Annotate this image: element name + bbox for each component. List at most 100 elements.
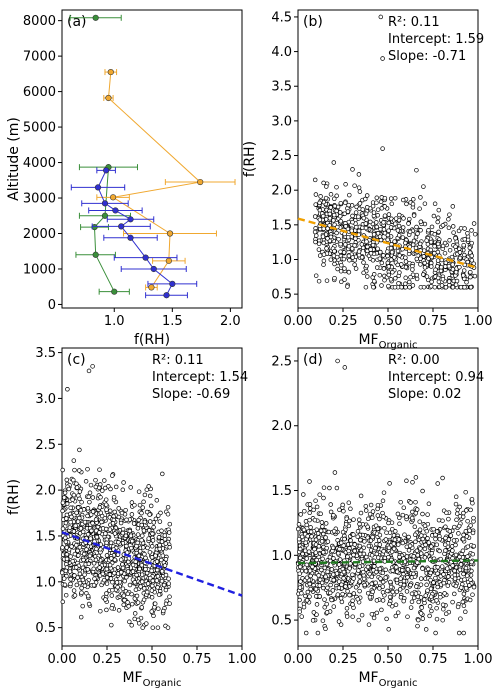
- data-point: [125, 600, 130, 605]
- data-point: [347, 592, 352, 598]
- data-point: [167, 601, 172, 606]
- data-point: [325, 569, 330, 574]
- data-point: [418, 256, 423, 261]
- data-point: [390, 589, 396, 595]
- data-point: [98, 608, 103, 614]
- data-point: [364, 554, 369, 560]
- data-point: [374, 569, 379, 575]
- data-point: [463, 565, 469, 571]
- panel-label: (c): [67, 352, 86, 368]
- data-point: [308, 529, 314, 535]
- data-point: [453, 235, 458, 241]
- data-point: [393, 216, 399, 221]
- data-point: [444, 510, 449, 516]
- data-point: [432, 250, 437, 256]
- data-point: [438, 594, 443, 600]
- data-point: [458, 562, 464, 567]
- data-point: [124, 517, 129, 523]
- data-point: [370, 534, 375, 540]
- x-axis-label-main: MF: [358, 670, 378, 686]
- x-tick-label: 0.75: [419, 652, 448, 667]
- data-point: [409, 599, 415, 605]
- data-point: [460, 536, 466, 542]
- data-point: [339, 582, 344, 587]
- data-point: [64, 512, 70, 518]
- data-point: [365, 564, 371, 570]
- data-point: [111, 494, 117, 500]
- data-point-blue: [127, 216, 134, 223]
- data-point: [321, 180, 326, 186]
- stat-text: Slope: 0.02: [388, 387, 462, 402]
- data-point: [329, 567, 335, 572]
- data-point: [470, 500, 475, 506]
- data-point: [301, 527, 307, 533]
- data-point: [353, 210, 359, 215]
- data-point: [421, 284, 427, 290]
- data-point: [413, 591, 419, 596]
- data-point: [141, 499, 146, 505]
- data-point: [139, 537, 144, 543]
- stat-text: Intercept: 1.59: [388, 32, 484, 47]
- data-point: [372, 564, 377, 569]
- data-point: [370, 515, 375, 520]
- data-point: [71, 492, 77, 498]
- data-point: [446, 263, 452, 269]
- data-point: [112, 557, 118, 563]
- data-point: [149, 609, 154, 614]
- data-point: [431, 526, 436, 532]
- data-point: [79, 585, 84, 591]
- data-point: [425, 512, 430, 517]
- data-point: [154, 567, 160, 573]
- data-point: [370, 242, 376, 248]
- data-point: [103, 526, 109, 532]
- data-point: [434, 542, 440, 547]
- data-point: [362, 539, 367, 544]
- data-point: [167, 521, 173, 527]
- data-point: [377, 586, 382, 591]
- data-point: [413, 499, 418, 505]
- data-point: [451, 538, 457, 543]
- data-point: [316, 535, 322, 540]
- data-point: [461, 273, 466, 278]
- y-tick-label: 7000: [23, 50, 56, 65]
- data-point: [66, 486, 72, 492]
- data-point: [465, 259, 470, 265]
- data-point: [413, 475, 419, 480]
- data-point: [300, 551, 305, 557]
- data-point: [328, 502, 333, 507]
- data-point: [410, 201, 416, 207]
- data-point: [361, 260, 366, 265]
- data-point: [345, 209, 351, 214]
- data-point: [308, 573, 313, 579]
- data-point: [422, 546, 428, 552]
- data-point: [454, 511, 460, 516]
- data-point: [390, 526, 395, 532]
- data-point: [154, 498, 160, 503]
- data-point: [410, 283, 416, 288]
- data-point: [392, 537, 398, 542]
- data-point: [426, 566, 431, 572]
- data-point: [112, 570, 117, 576]
- data-point: [104, 575, 110, 580]
- data-point: [316, 544, 322, 549]
- data-point: [332, 275, 337, 281]
- data-point: [422, 201, 428, 206]
- data-point: [378, 249, 383, 255]
- data-point: [156, 535, 162, 540]
- data-point: [63, 568, 69, 574]
- data-point: [371, 284, 376, 290]
- data-point: [136, 553, 142, 559]
- data-point: [320, 524, 325, 529]
- data-point: [380, 570, 386, 576]
- data-point: [72, 551, 78, 557]
- data-point: [428, 586, 434, 592]
- data-point: [434, 616, 440, 622]
- data-point: [363, 221, 369, 226]
- data-point: [64, 545, 69, 550]
- data-point: [468, 523, 473, 528]
- data-point: [297, 585, 303, 590]
- data-point: [107, 562, 113, 568]
- data-point: [374, 224, 380, 230]
- data-point: [395, 228, 401, 233]
- data-point: [336, 562, 342, 567]
